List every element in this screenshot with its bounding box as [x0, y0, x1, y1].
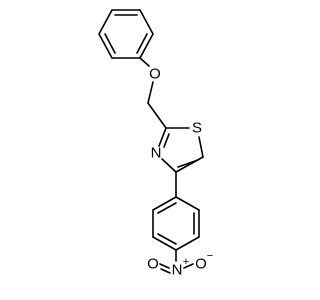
atom-label: O [149, 66, 161, 83]
bond [152, 236, 177, 251]
atom-label: S [192, 120, 202, 137]
bond [139, 57, 150, 67]
charge-label: + [183, 256, 189, 268]
bond [175, 156, 204, 173]
bond [139, 9, 154, 35]
bond [160, 268, 171, 274]
bond [104, 33, 116, 54]
bond [157, 233, 177, 245]
atom-label: N [172, 262, 183, 279]
bond [98, 9, 113, 35]
charge-label: − [207, 250, 213, 262]
bond [139, 33, 154, 59]
bond [147, 102, 167, 129]
bond [161, 158, 177, 173]
bond [175, 236, 200, 251]
bond [175, 196, 200, 211]
bond [152, 196, 177, 211]
bond [159, 263, 170, 269]
atom-label: N [151, 145, 162, 162]
atom-label: O [195, 256, 207, 273]
bond [98, 33, 113, 59]
atom-label: O [147, 256, 159, 273]
molecule-diagram: O S N N + O O − [98, 9, 213, 279]
bond [198, 136, 204, 158]
bond [183, 263, 194, 269]
bond [163, 133, 170, 148]
bond [147, 81, 154, 104]
bonds [98, 9, 204, 274]
bond [157, 202, 177, 214]
bond [177, 159, 199, 168]
bond [136, 33, 148, 54]
bond [158, 127, 167, 147]
